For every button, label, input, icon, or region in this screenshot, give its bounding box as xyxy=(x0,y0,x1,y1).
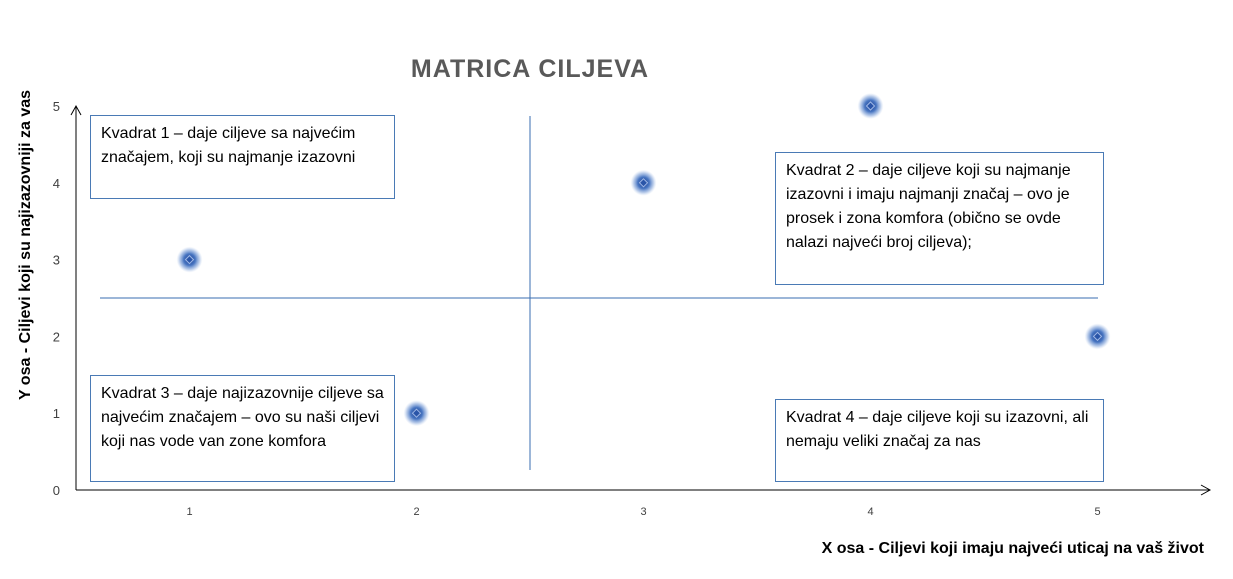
x-tick-label: 4 xyxy=(867,506,873,518)
data-point xyxy=(403,400,430,427)
x-tick-label: 5 xyxy=(1094,506,1100,518)
y-tick-label: 1 xyxy=(53,406,60,421)
chart-title: MATRICA CILJEVA xyxy=(411,55,649,83)
quadrant-2-box: Kvadrat 2 – daje ciljeve koji su najmanj… xyxy=(775,152,1104,285)
y-axis-title: Y osa - Ciljevi koji su najizazovniji za… xyxy=(17,90,34,400)
y-axis-ticks: 0 1 2 3 4 5 xyxy=(53,99,60,498)
y-tick-label: 0 xyxy=(53,483,60,498)
x-axis-title: X osa - Ciljevi koji imaju najveći utica… xyxy=(822,540,1205,557)
data-points xyxy=(176,93,1111,427)
quadrant-4-box: Kvadrat 4 – daje ciljeve koji su izazovn… xyxy=(775,399,1104,482)
x-tick-label: 2 xyxy=(413,506,419,518)
quadrant-1-text: Kvadrat 1 – daje ciljeve sa najvećim zna… xyxy=(101,125,356,166)
y-tick-label: 3 xyxy=(53,253,60,268)
data-point xyxy=(1084,323,1111,350)
y-tick-label: 5 xyxy=(53,99,60,114)
data-point xyxy=(176,246,203,273)
y-tick-label: 2 xyxy=(53,329,60,344)
quadrant-4-text: Kvadrat 4 – daje ciljeve koji su izazovn… xyxy=(786,409,1089,450)
x-axis-ticks: 1 2 3 4 5 xyxy=(186,506,1100,518)
y-tick-label: 4 xyxy=(53,176,60,191)
quadrant-1-box: Kvadrat 1 – daje ciljeve sa najvećim zna… xyxy=(90,115,395,199)
x-tick-label: 3 xyxy=(640,506,646,518)
data-point xyxy=(630,169,657,196)
quadrant-3-text: Kvadrat 3 – daje najizazovnije ciljeve s… xyxy=(101,385,384,450)
data-point xyxy=(857,93,884,119)
x-tick-label: 1 xyxy=(186,506,192,518)
quadrant-2-text: Kvadrat 2 – daje ciljeve koji su najmanj… xyxy=(786,162,1071,251)
quadrant-3-box: Kvadrat 3 – daje najizazovnije ciljeve s… xyxy=(90,375,395,482)
